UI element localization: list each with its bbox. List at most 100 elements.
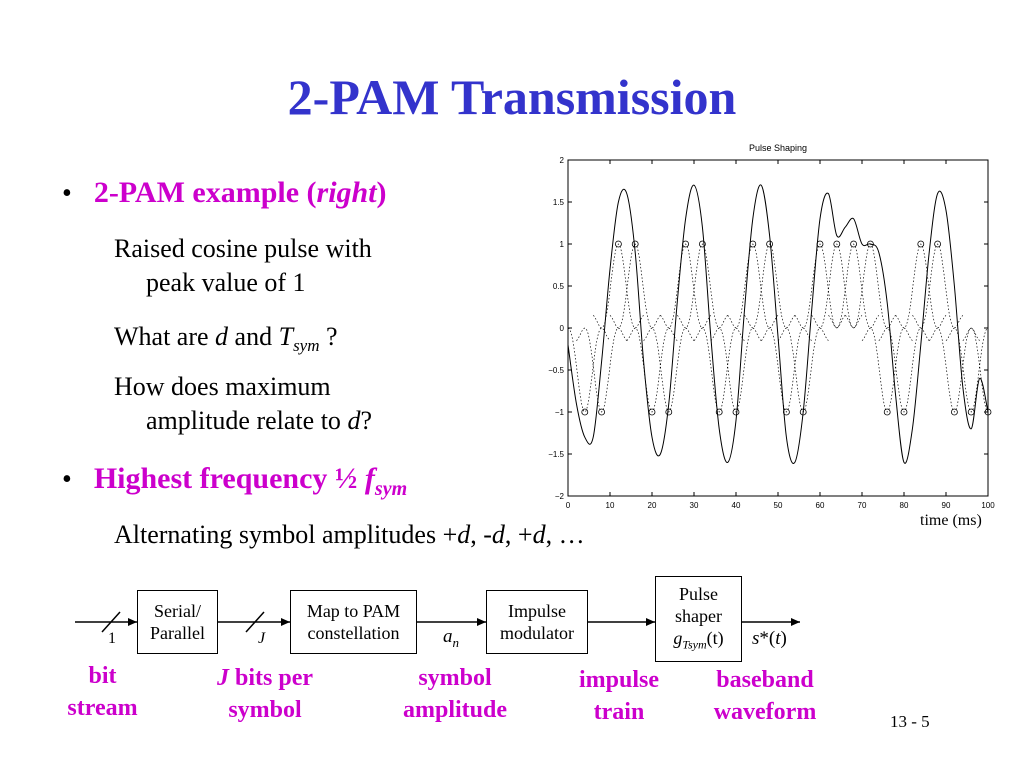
x-tick-label: 30 — [690, 501, 699, 510]
pulse-trace — [592, 243, 644, 329]
symbol-marker — [900, 408, 908, 416]
symbol-marker — [816, 240, 824, 248]
pulse-trace — [811, 243, 863, 329]
pulse-trace — [676, 243, 728, 329]
plot-frame — [567, 159, 989, 497]
symbol-marker — [934, 240, 942, 248]
arrow-head — [281, 618, 290, 626]
pulse-trace — [693, 327, 745, 413]
symbol-marker — [682, 240, 690, 248]
map-to-pam-block: Map to PAM constellation — [290, 590, 417, 654]
y-tick-label: 0 — [560, 324, 565, 333]
symbol-marker — [782, 408, 790, 416]
pulse-trace — [928, 327, 980, 413]
pulse-trace — [828, 243, 880, 329]
pulse-trace — [576, 327, 628, 413]
y-tick-label: 0.5 — [553, 282, 565, 291]
bus-slash-1 — [101, 611, 121, 633]
pulse-trace — [744, 243, 796, 329]
sub-item-alternating: Alternating symbol amplitudes +d, -d, +d… — [114, 520, 585, 549]
symbol-marker — [766, 240, 774, 248]
symbol-marker — [598, 408, 605, 416]
impulse-modulator-block: Impulse modulator — [486, 590, 588, 654]
pulse-trace — [660, 243, 712, 329]
x-tick-label: 100 — [981, 501, 995, 510]
pulse-trace — [760, 327, 812, 413]
symbol-marker — [833, 240, 841, 248]
x-tick-label: 20 — [648, 501, 657, 510]
symbol-marker — [631, 240, 639, 248]
y-tick-label: 2 — [560, 156, 565, 165]
pulse-trace — [962, 327, 989, 413]
label-bits-per-symbol: J bits per symbol — [217, 665, 313, 723]
bullet-1: • 2-PAM example (right) — [62, 176, 387, 210]
bullet-1-text: 2-PAM example (right) — [93, 176, 387, 209]
arrow-head — [477, 618, 486, 626]
pulse-trace — [626, 327, 678, 413]
symbol-marker — [732, 408, 740, 416]
arrow-head — [646, 618, 655, 626]
sub-item-max-amplitude: How does maximum amplitude relate to d? — [114, 372, 372, 435]
label-impulse-train: impulse train — [578, 667, 659, 725]
input-width-label: 1 — [108, 630, 116, 647]
pulse-trace — [567, 327, 611, 413]
waveform-line — [567, 184, 989, 464]
x-tick-label: 0 — [566, 501, 571, 510]
pulse-trace — [895, 243, 947, 329]
symbol-marker — [749, 240, 757, 248]
label-baseband-waveform: baseband waveform — [713, 667, 817, 725]
label-bit-stream: bit stream — [67, 663, 138, 721]
bullet-2: • Highest frequency ½ fsym — [62, 462, 407, 501]
y-tick-label: −1.5 — [548, 450, 564, 459]
x-tick-label: 10 — [606, 501, 615, 510]
bus-slash-j — [245, 611, 265, 633]
symbol-marker — [883, 408, 891, 416]
arrow-head — [791, 618, 800, 626]
symbol-marker — [581, 408, 589, 416]
symbol-marker — [967, 408, 975, 416]
y-tick-label: 1 — [560, 240, 565, 249]
output-signal-label: s*(t) — [752, 628, 787, 649]
sub-item-raised-cosine: Raised cosine pulse with peak value of 1 — [114, 234, 372, 297]
pulse-trace — [861, 327, 913, 413]
symbol-marker — [866, 240, 874, 248]
sub-item-what-are: What are d and Tsym ? — [114, 322, 338, 356]
x-tick-label: 40 — [732, 501, 741, 510]
x-tick-label: 60 — [816, 501, 825, 510]
symbol-marker — [615, 240, 622, 248]
x-tick-label: 80 — [900, 501, 909, 510]
symbol-marker — [698, 240, 706, 248]
bullet-marker: • — [62, 178, 72, 209]
symbol-marker — [799, 408, 807, 416]
serial-parallel-block: Serial/Parallel — [137, 590, 218, 654]
arrow-head — [128, 618, 137, 626]
y-tick-label: −1 — [555, 408, 565, 417]
pulse-shaper-block: Pulse shaper gTsym(t) — [655, 576, 742, 662]
page-number: 13 - 5 — [890, 712, 930, 731]
pulse-trace — [609, 243, 661, 329]
pulse-shaping-chart: Pulse Shaping 0 10 20 30 40 50 60 70 80 90 10021.5… — [548, 143, 995, 510]
label-symbol-amplitude: symbol amplitude — [402, 665, 507, 723]
y-tick-label: −2 — [555, 492, 565, 501]
pulse-trace — [727, 243, 779, 329]
page-title: 2-PAM Transmission — [287, 69, 737, 125]
x-tick-label: 90 — [942, 501, 951, 510]
y-tick-label: 1.5 — [553, 198, 565, 207]
bullet-marker: • — [62, 464, 72, 495]
pulse-trace — [945, 327, 989, 413]
symbol-marker — [715, 408, 723, 416]
y-tick-label: −0.5 — [548, 366, 564, 375]
symbol-marker — [648, 408, 656, 416]
symbol-marker — [950, 408, 958, 416]
pulse-trace — [777, 327, 829, 413]
diagram-connectors — [75, 611, 800, 633]
pulse-trace — [643, 327, 695, 413]
pulse-trace — [878, 327, 930, 413]
bullet-2-text: Highest frequency ½ fsym — [93, 462, 408, 500]
chart-title: Pulse Shaping — [749, 143, 807, 153]
pulse-trace — [710, 327, 762, 413]
symbol-marker — [984, 408, 992, 416]
symbol-marker — [917, 240, 925, 248]
x-tick-label: 50 — [774, 501, 783, 510]
an-label: an — [443, 626, 459, 650]
